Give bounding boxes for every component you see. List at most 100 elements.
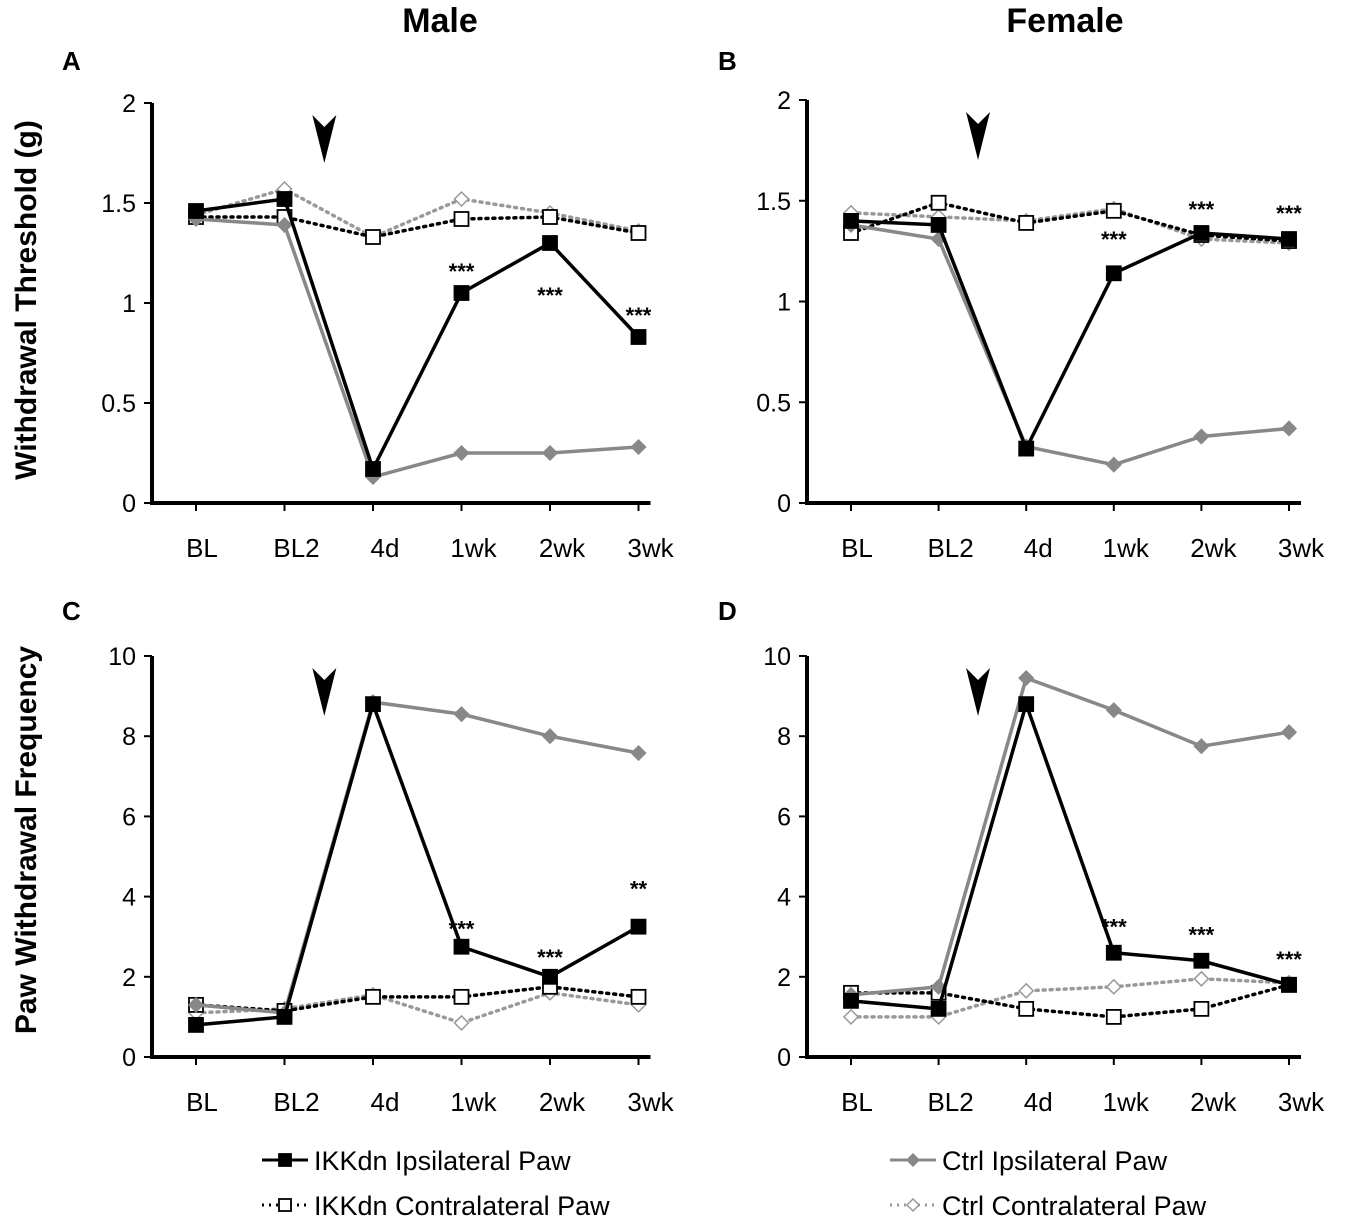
legend-label: Ctrl Ipsilateral Paw [942, 1146, 1168, 1176]
y-tick-label: 0 [122, 1044, 136, 1072]
y-tick-label: 2 [122, 964, 136, 992]
data-point [842, 1008, 860, 1025]
data-point [1105, 944, 1122, 961]
data-point [1018, 440, 1035, 457]
y-axis-label: Withdrawal Threshold (g) [10, 120, 43, 480]
significance-label: *** [1189, 923, 1215, 948]
data-point [630, 329, 647, 345]
series-ctrl-contra [842, 200, 1298, 252]
x-tick-label: 2wk [539, 533, 586, 563]
data-point [1193, 1000, 1210, 1017]
series-ctrl-ipsi [187, 694, 647, 1021]
data-point [365, 696, 381, 713]
significance-label: *** [626, 303, 652, 328]
data-point [630, 438, 647, 456]
data-point [276, 216, 293, 234]
data-point [187, 996, 205, 1013]
legend-item-ctrl-ipsi: Ctrl Ipsilateral Paw [890, 1146, 1168, 1176]
x-tick-label: 1wk [1103, 533, 1150, 563]
y-tick-label: 1 [122, 290, 136, 318]
x-tick-label: BL2 [927, 533, 973, 563]
legend-label: Ctrl Contralateral Paw [942, 1191, 1207, 1221]
series-line [194, 985, 641, 1013]
data-point [1281, 976, 1297, 993]
series-ikk-contra [188, 209, 647, 245]
y-tick-label: 2 [122, 90, 136, 118]
data-point [453, 190, 470, 208]
x-tick-label: 3wk [1278, 1087, 1325, 1117]
series-ikk-ipsi [188, 191, 647, 477]
x-tick-label: 2wk [1190, 1087, 1237, 1117]
x-tick-label: BL [186, 533, 218, 563]
data-point [930, 1000, 947, 1017]
significance-label: *** [1276, 201, 1302, 226]
significance-label: ** [630, 877, 648, 902]
y-tick-label: 6 [777, 803, 791, 831]
series-line [194, 700, 641, 1015]
series-line [194, 197, 641, 474]
legend-item-ikk-ipsi: IKKdn Ipsilateral Paw [262, 1146, 571, 1176]
data-point [276, 1009, 293, 1025]
data-point [365, 988, 381, 1005]
injection-arrowhead-icon [312, 668, 337, 716]
column-title: Female [1006, 2, 1123, 40]
x-tick-label: 1wk [1103, 1087, 1150, 1117]
y-tick-label: 2 [777, 87, 791, 115]
series-line [849, 223, 1291, 467]
data-point [1193, 428, 1210, 445]
y-axis-label: Paw Withdrawal Frequency [10, 646, 43, 1034]
data-point [1105, 456, 1122, 473]
y-tick-label: 1 [777, 289, 791, 317]
data-point [930, 194, 947, 211]
legend-marker-icon [278, 1153, 292, 1167]
y-tick-label: 6 [122, 803, 136, 831]
x-tick-label: BL [841, 1087, 873, 1117]
y-tick-label: 1.5 [756, 188, 791, 216]
x-tick-label: 3wk [627, 1087, 674, 1117]
series-line [849, 219, 1291, 453]
series-line [194, 991, 641, 1025]
series-line [849, 200, 1291, 243]
significance-label: *** [1101, 227, 1127, 252]
data-point [1280, 420, 1298, 437]
data-point [1281, 231, 1297, 247]
series-ikk-ipsi [843, 212, 1297, 457]
x-tick-label: BL2 [927, 1087, 973, 1117]
y-tick-label: 1.5 [101, 190, 136, 218]
data-point [843, 212, 859, 229]
legend-marker-icon [905, 1152, 921, 1168]
y-tick-label: 0 [777, 1044, 791, 1072]
y-tick-label: 10 [108, 643, 136, 671]
data-point [542, 235, 558, 251]
data-point [1193, 738, 1210, 755]
series-ctrl-contra [187, 984, 647, 1031]
y-tick-label: 0 [777, 490, 791, 518]
data-point [453, 706, 470, 723]
data-point [1193, 970, 1210, 987]
data-point [1018, 696, 1035, 713]
x-tick-label: 1wk [450, 533, 497, 563]
legend-label: IKKdn Contralateral Paw [314, 1191, 610, 1221]
data-point [630, 988, 647, 1005]
legend-item-ikk-contra: IKKdn Contralateral Paw [262, 1191, 610, 1221]
y-tick-label: 8 [777, 723, 791, 751]
data-point [1105, 1009, 1122, 1025]
series-ctrl-ipsi [842, 669, 1298, 1003]
series-line [849, 675, 1291, 997]
data-point [1105, 265, 1122, 282]
series-line [194, 217, 641, 480]
series-ctrl-ipsi [842, 216, 1298, 473]
data-point [453, 988, 470, 1005]
data-point [1280, 724, 1298, 741]
data-point [1193, 952, 1210, 969]
x-tick-label: 4d [1024, 1087, 1053, 1117]
data-point [453, 444, 470, 462]
series-line [849, 698, 1291, 1011]
injection-arrowhead-icon [312, 115, 337, 163]
series-ctrl-ipsi [187, 210, 647, 486]
legend-label: IKKdn Ipsilateral Paw [314, 1146, 571, 1176]
series-ikk-contra [843, 976, 1297, 1025]
x-tick-label: 4d [371, 533, 400, 563]
data-point [453, 938, 470, 955]
significance-label: *** [537, 283, 563, 308]
